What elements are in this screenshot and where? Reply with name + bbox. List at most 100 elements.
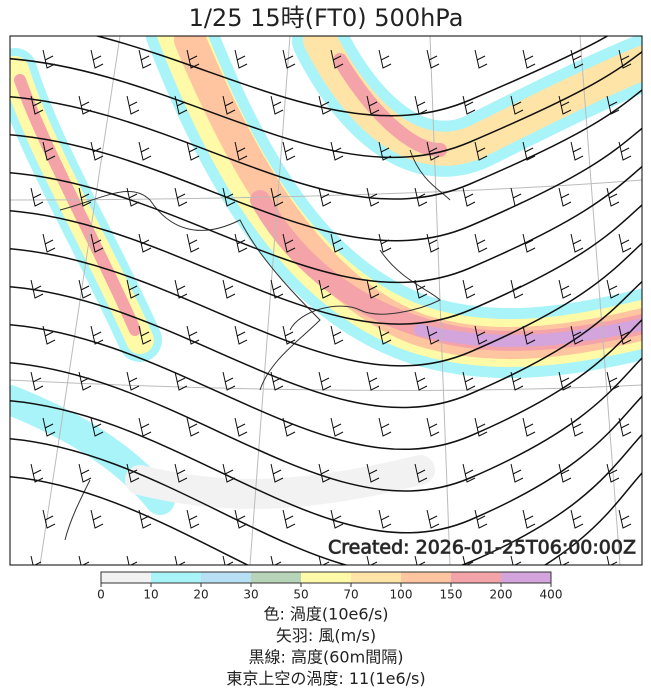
- wind-barb: [426, 509, 440, 529]
- colorbar-tick-label: 20: [193, 588, 208, 602]
- wind-barb: [90, 141, 104, 161]
- wind-barb: [282, 141, 296, 161]
- wind-barb: [606, 187, 620, 207]
- wind-barb: [474, 49, 488, 69]
- wind-barb: [414, 95, 428, 115]
- wind-barb: [606, 555, 618, 565]
- wind-barb: [42, 233, 56, 253]
- wind-barb: [30, 279, 44, 299]
- wind-barb: [174, 371, 188, 391]
- wind-barb: [558, 279, 572, 299]
- wind-barb: [234, 233, 248, 253]
- wind-barb: [138, 509, 152, 529]
- colorbar-tick-label: 400: [540, 588, 563, 602]
- wind-barb: [618, 141, 632, 161]
- wind-barb: [282, 325, 296, 345]
- contour-line: [10, 127, 642, 242]
- colorbar-segment: [301, 572, 351, 583]
- wind-barb: [90, 509, 104, 529]
- wind-barb: [558, 371, 572, 391]
- wind-barb: [186, 233, 200, 253]
- wind-barb: [30, 555, 42, 565]
- wind-barb: [282, 233, 296, 253]
- wind-barb: [474, 509, 488, 529]
- map: Created: 2026-01-25T06:00:00Z: [10, 36, 642, 565]
- contour-line: [10, 165, 642, 284]
- wind-barb: [426, 233, 440, 253]
- colorbar-segment: [151, 572, 201, 583]
- wind-barb: [30, 463, 44, 483]
- wind-barb: [330, 417, 344, 437]
- legend-line: 矢羽: 風(m/s): [276, 626, 376, 645]
- wind-barb: [78, 555, 90, 565]
- wind-barb: [474, 417, 488, 437]
- wind-barb: [186, 325, 200, 345]
- title: 1/25 15時(FT0) 500hPa: [189, 4, 464, 32]
- wind-barb: [414, 463, 428, 483]
- wind-barb: [426, 141, 440, 161]
- wind-barb: [126, 371, 140, 391]
- wind-barb: [462, 463, 476, 483]
- wind-barb: [510, 279, 524, 299]
- height-contours: [10, 36, 642, 565]
- wind-barb: [510, 555, 522, 565]
- wind-barb: [414, 187, 428, 207]
- wind-barb: [474, 141, 488, 161]
- wind-barb: [330, 141, 344, 161]
- wind-barb: [174, 187, 188, 207]
- wind-barb: [186, 417, 200, 437]
- wind-barb: [42, 141, 56, 161]
- wind-barb: [378, 49, 392, 69]
- wind-barb: [606, 95, 620, 115]
- wind-barb: [522, 509, 536, 529]
- wind-barb: [426, 49, 440, 69]
- colorbar-tick-label: 30: [243, 588, 258, 602]
- wind-barb: [282, 49, 296, 69]
- legend-line: 色: 渦度(10e6/s): [263, 605, 388, 624]
- wind-barb: [570, 233, 584, 253]
- wind-barb: [42, 417, 56, 437]
- wind-barb: [606, 279, 620, 299]
- wind-barb: [126, 187, 140, 207]
- colorbar-tick-label: 200: [490, 588, 513, 602]
- contour-line: [10, 395, 642, 534]
- wind-barb: [366, 187, 380, 207]
- wind-barb: [138, 233, 152, 253]
- contour-line: [10, 50, 642, 159]
- wind-barb: [90, 417, 104, 437]
- wind-barb: [570, 141, 584, 161]
- wind-barb: [126, 279, 140, 299]
- colorbar-segment: [251, 572, 301, 583]
- wind-barb: [366, 279, 380, 299]
- wind-barb: [510, 463, 524, 483]
- wind-barb: [462, 95, 476, 115]
- wind-barb: [474, 233, 488, 253]
- wind-barb: [618, 325, 632, 345]
- contour-line: [10, 357, 642, 492]
- wind-barb: [414, 279, 428, 299]
- created-stamp: Created: 2026-01-25T06:00:00Z: [328, 537, 636, 559]
- wind-barb: [270, 95, 284, 115]
- wind-barb: [318, 279, 332, 299]
- wind-barb: [42, 325, 56, 345]
- wind-barb: [282, 417, 296, 437]
- wind-barb: [42, 509, 56, 529]
- wind-barb: [126, 555, 138, 565]
- wind-barb: [126, 95, 140, 115]
- wind-barb: [558, 555, 570, 565]
- wind-barb: [330, 509, 344, 529]
- wind-barb: [570, 509, 584, 529]
- wind-barb: [522, 141, 536, 161]
- wind-barb: [510, 95, 524, 115]
- wind-barb: [378, 233, 392, 253]
- wind-barb: [174, 95, 188, 115]
- wind-barb: [510, 187, 524, 207]
- wind-barb: [234, 325, 248, 345]
- wind-barb: [378, 325, 392, 345]
- wind-barb: [222, 371, 236, 391]
- wind-barb: [318, 463, 332, 483]
- wind-barb: [90, 325, 104, 345]
- wind-barb: [78, 95, 92, 115]
- wind-barb: [318, 187, 332, 207]
- wind-barb: [606, 371, 620, 391]
